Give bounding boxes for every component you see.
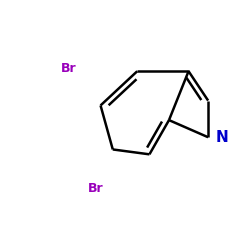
Text: Br: Br <box>88 182 104 195</box>
Text: Br: Br <box>61 62 76 75</box>
Text: N: N <box>216 130 228 145</box>
